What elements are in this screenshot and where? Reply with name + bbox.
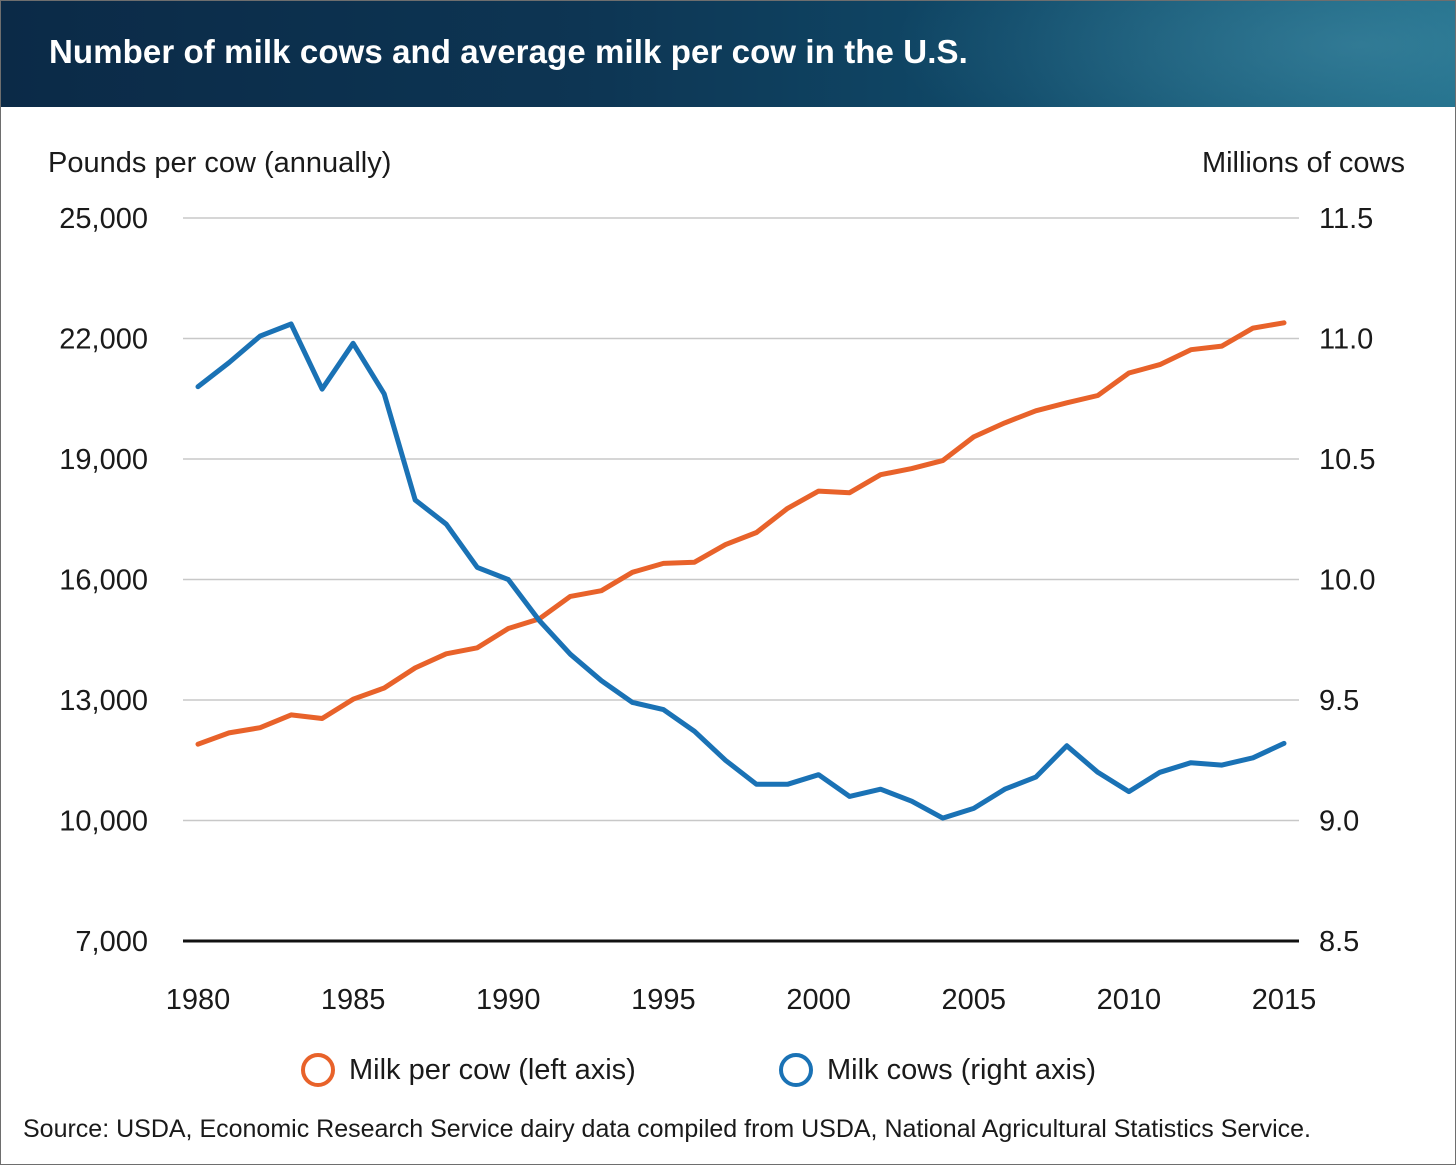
right-y-tick-label: 11.5 <box>1319 203 1373 235</box>
source-note: Source: USDA, Economic Research Service … <box>23 1115 1312 1143</box>
right-y-tick-label: 9.5 <box>1319 685 1359 717</box>
legend-item-milk-cows: Milk cows (right axis) <box>779 1047 1096 1093</box>
legend-marker-milk-cows <box>779 1053 813 1087</box>
right-y-tick-label: 10.0 <box>1319 565 1375 597</box>
legend-item-milk-per-cow: Milk per cow (left axis) <box>301 1047 636 1093</box>
left-y-tick-label: 19,000 <box>59 444 148 476</box>
x-tick-label: 1990 <box>476 984 541 1016</box>
left-y-tick-label: 25,000 <box>59 203 148 235</box>
left-y-tick-label: 10,000 <box>59 806 148 838</box>
header-sheen <box>855 1 1455 107</box>
right-y-tick-label: 8.5 <box>1319 926 1359 958</box>
series-line-milk-per-cow <box>195 320 1287 747</box>
x-tick-label: 1985 <box>321 984 386 1016</box>
legend-label-milk-per-cow: Milk per cow (left axis) <box>349 1053 636 1086</box>
left-y-tick-label: 22,000 <box>59 324 148 356</box>
x-tick-label: 2015 <box>1252 984 1317 1016</box>
left-axis-title: Pounds per cow (annually) <box>48 147 392 179</box>
left-y-tick-label: 7,000 <box>75 926 148 958</box>
x-tick-label: 2010 <box>1097 984 1162 1016</box>
right-axis-title: Millions of cows <box>1201 147 1405 179</box>
x-tick-label: 2005 <box>941 984 1006 1016</box>
left-y-tick-label: 16,000 <box>59 565 148 597</box>
x-tick-label: 2000 <box>786 984 851 1016</box>
x-tick-label: 1980 <box>166 984 231 1016</box>
right-y-tick-label: 11.0 <box>1319 324 1373 356</box>
legend-label-milk-cows: Milk cows (right axis) <box>827 1053 1097 1086</box>
right-y-tick-label: 9.0 <box>1319 806 1359 838</box>
x-tick-label: 1995 <box>631 984 696 1016</box>
legend-marker-milk-per-cow <box>301 1053 335 1087</box>
right-y-tick-label: 10.5 <box>1319 444 1375 476</box>
chart-header: Number of milk cows and average milk per… <box>1 1 1455 107</box>
chart-title: Number of milk cows and average milk per… <box>49 33 968 70</box>
left-y-tick-label: 13,000 <box>59 685 148 717</box>
series-line-milk-cows <box>195 321 1287 821</box>
